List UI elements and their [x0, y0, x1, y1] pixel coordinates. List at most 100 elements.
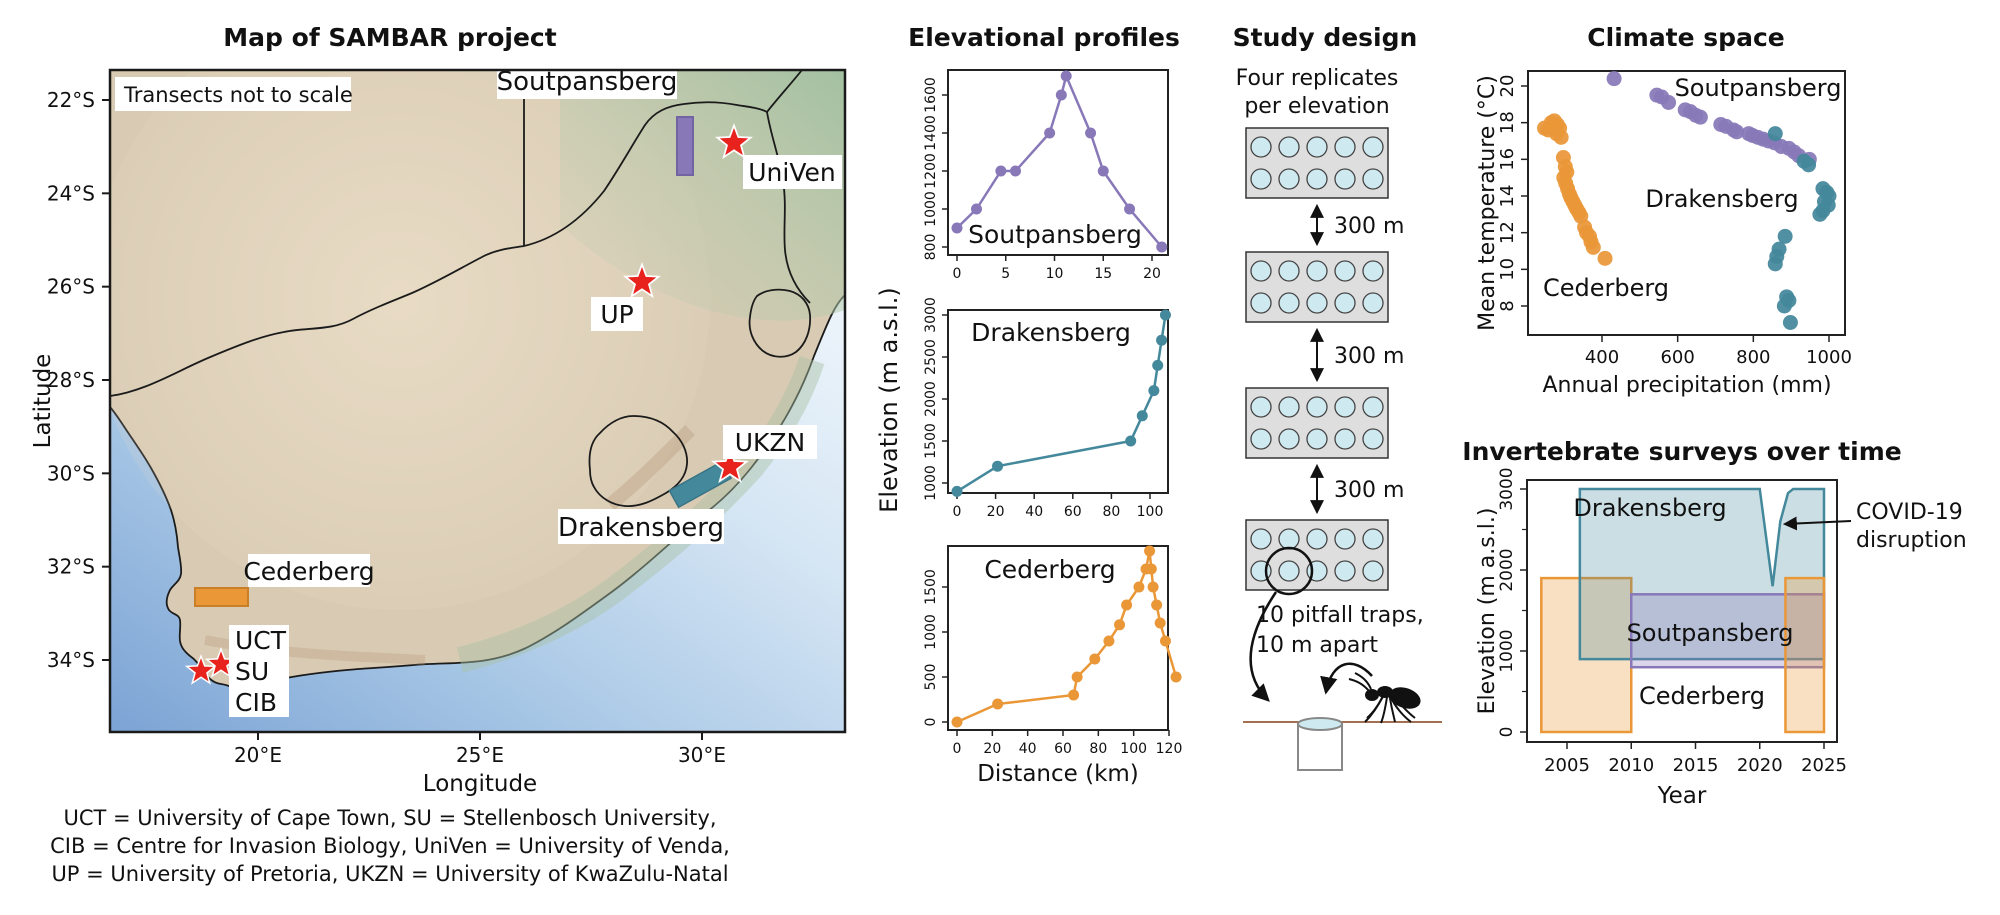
- trap-circle: [1278, 396, 1300, 418]
- replicate-grid: [1245, 387, 1389, 459]
- x-tick-label: 20: [1143, 266, 1161, 282]
- x-tick-label: 120: [1156, 741, 1183, 757]
- surveys-panel: Invertebrate surveys over time Elevation…: [1462, 437, 1966, 809]
- series-label: Drakensberg: [1645, 185, 1798, 213]
- trap-circle: [1306, 136, 1328, 158]
- label-box: [229, 625, 289, 717]
- trap-circle: [1334, 528, 1356, 550]
- trap-circle: [1306, 168, 1328, 190]
- x-tick-label: 80: [1102, 504, 1120, 520]
- data-point: [951, 222, 963, 234]
- lon-tick-label: 20°E: [234, 743, 282, 767]
- data-point: [1729, 124, 1745, 140]
- gap-label: 300 m: [1334, 214, 1404, 239]
- trap-circle: [1306, 260, 1328, 282]
- trap-circle: [1250, 260, 1272, 282]
- y-tick-label: 800: [923, 234, 939, 261]
- x-tick-label: 2025: [1801, 755, 1847, 776]
- x-tick-label: 0: [953, 266, 962, 282]
- data-point: [1585, 239, 1601, 255]
- trap-circle: [1278, 292, 1300, 314]
- y-tick-label: 3000: [1497, 467, 1517, 510]
- data-point: [1156, 334, 1168, 346]
- x-tick-label: 0: [953, 504, 962, 520]
- trap-circle: [1362, 428, 1384, 450]
- y-tick-label: 1400: [923, 115, 939, 151]
- y-tick-label: 2000: [923, 381, 939, 417]
- trap-circle: [1362, 396, 1384, 418]
- data-point: [951, 485, 963, 497]
- trap-circle: [1362, 136, 1384, 158]
- y-tick-label: 1200: [923, 153, 939, 189]
- lon-tick-label: 25°E: [456, 743, 504, 767]
- abbreviation-caption: UCT = University of Cape Town, SU = Stel…: [50, 806, 730, 886]
- x-tick-label: 0: [953, 741, 962, 757]
- study-subtitle-2: per elevation: [1244, 94, 1389, 119]
- data-point: [995, 165, 1007, 177]
- map-label-cederberg: Cederberg: [243, 557, 374, 586]
- data-point: [1044, 127, 1056, 139]
- trap-circle: [1334, 560, 1356, 582]
- trap-circle: [1362, 260, 1384, 282]
- y-tick-label: 16: [1497, 148, 1518, 171]
- series-label: Drakensberg: [971, 318, 1131, 347]
- border-lesotho: [588, 415, 688, 507]
- series-label: Cederberg: [1639, 682, 1765, 710]
- x-tick-label: 80: [1089, 741, 1107, 757]
- trap-circle: [1250, 292, 1272, 314]
- data-point: [1089, 653, 1101, 665]
- trap-circle: [1250, 136, 1272, 158]
- map-marker-ukzn: UKZN: [735, 428, 806, 457]
- trap-note-1: 10 pitfall traps,: [1256, 603, 1424, 628]
- data-point: [1055, 89, 1067, 101]
- map-title: Map of SAMBAR project: [223, 23, 556, 52]
- map-panel: Map of SAMBAR project Trans: [30, 23, 847, 886]
- x-tick-label: 20: [987, 504, 1005, 520]
- lat-tick-label: 32°S: [47, 555, 95, 579]
- y-tick-label: 8: [1497, 300, 1518, 311]
- replicate-grids: 300 m 300 m 300 m: [1245, 127, 1404, 591]
- data-point: [1136, 410, 1148, 422]
- study-subtitle-1: Four replicates: [1236, 66, 1399, 91]
- data-point: [1145, 563, 1157, 575]
- trap-circle: [1334, 292, 1356, 314]
- plot-frame: [947, 69, 1169, 256]
- y-tick-label: 10: [1497, 258, 1518, 281]
- map-label-soutpansberg: Soutpansberg: [497, 67, 678, 97]
- terrain-green-northeast: [560, 70, 845, 321]
- data-point: [1124, 203, 1136, 215]
- data-point: [1553, 129, 1569, 145]
- x-tick-label: 2015: [1673, 755, 1719, 776]
- study-design-panel: Study design Four replicates per elevati…: [1233, 23, 1442, 771]
- trap-circle: [1306, 528, 1328, 550]
- x-tick-label: 1000: [1806, 347, 1852, 368]
- surveys-chart: 2005 2010 2015 2020 2025 0 1000 2000 3000 Drakens…: [1497, 467, 1847, 776]
- y-tick-label: 1000: [923, 191, 939, 227]
- survey-extent-drakensberg: [1578, 487, 1826, 661]
- trap-circle: [1306, 292, 1328, 314]
- trap-circle: [1306, 428, 1328, 450]
- x-tick-label: 2010: [1608, 755, 1654, 776]
- data-point: [1812, 206, 1828, 222]
- trap-highlight-circle: [1264, 546, 1314, 596]
- profile-chart-cederberg: 0 20 40 60 80 100 120 0 500 1000 1500 Cederberg: [923, 545, 1183, 757]
- trap-circle: [1250, 428, 1272, 450]
- series-label: Soutpansberg: [1675, 74, 1842, 102]
- lat-tick-label: 24°S: [47, 181, 95, 205]
- data-point: [1151, 599, 1163, 611]
- series-label: Cederberg: [984, 555, 1115, 584]
- survey-extent-cederberg: [1784, 576, 1826, 734]
- trap-circle: [1334, 136, 1356, 158]
- profile-chart-drakensberg: 0 20 40 60 80 100 1000 1500 2000 2500 3000 Drakensb…: [923, 297, 1171, 520]
- plot-frame: [947, 309, 1169, 494]
- data-point: [1060, 70, 1072, 82]
- series-label: Drakensberg: [1573, 494, 1726, 522]
- profiles-ylabel: Elevation (m a.s.l.): [875, 287, 903, 513]
- y-tick-label: 18: [1497, 111, 1518, 134]
- lat-tick-label: 26°S: [47, 275, 95, 299]
- data-point: [1661, 95, 1677, 110]
- transect-rect-soutpansberg: [676, 116, 694, 176]
- survey-extent-cederberg: [1540, 576, 1633, 734]
- climate-title: Climate space: [1587, 23, 1784, 52]
- data-point: [1776, 298, 1792, 314]
